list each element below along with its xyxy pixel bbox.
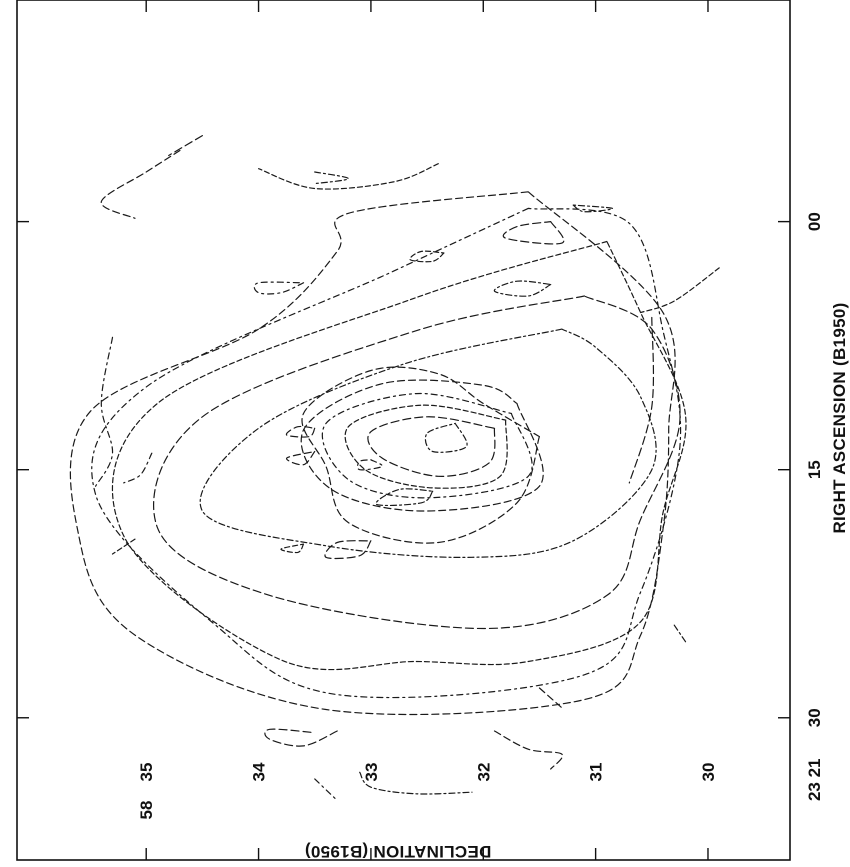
y-tick-prefix: 58 [137,801,156,820]
contour-line [572,204,614,213]
contour-line [123,452,153,484]
x-tick-prefix: 23 21 [805,758,824,801]
contour-line [314,778,338,802]
contour-line [300,379,544,512]
x-tick-label: 00 [805,212,824,231]
y-tick-label: 35 [137,763,156,782]
x-tick-label: 30 [805,708,824,727]
contour-line [253,281,305,295]
axis-labels: 00 15 30 23 21 35 58 34 33 32 31 30 [137,212,824,819]
plot-area [69,135,720,802]
contour-line [168,135,203,157]
contour-line [502,221,565,245]
contour-line [321,392,533,499]
contour-line [493,280,552,297]
plot-frame [16,0,791,861]
contour-line [409,250,445,263]
contour-line [264,728,338,747]
axis-ticks [17,0,790,860]
y-axis-title: DECLINATION (B1950) [305,842,492,861]
contour-line [111,240,687,671]
y-tick-label: 32 [474,763,493,782]
contour-line [375,488,434,507]
contour-line [324,540,372,560]
contour-line [673,624,687,643]
y-tick-label: 34 [250,762,269,781]
contour-line [538,687,563,709]
contour-line [628,316,655,484]
x-axis-title: RIGHT ASCENSION (B1950) [830,302,849,533]
contour-line [367,416,496,477]
contour-line [424,422,468,453]
contour-line [344,404,508,489]
contour-line [100,149,181,219]
contour-line [69,191,676,716]
y-tick-label: 30 [699,763,718,782]
contour-line [640,267,720,314]
contour-line [285,425,316,438]
contour-line [314,171,349,185]
contour-line [111,538,136,555]
contour-line [199,328,657,559]
contour-line [493,730,564,770]
contour-line [280,543,305,554]
contour-line [153,295,681,630]
contour-line [359,771,473,795]
x-tick-label: 15 [805,460,824,479]
y-tick-label: 31 [587,763,606,782]
contour-line [286,450,316,466]
y-tick-label: 33 [362,763,381,782]
contour-line [258,163,439,190]
contour-line [301,366,540,544]
contour-line [356,459,383,471]
contour-line [91,207,682,699]
contour-line [95,336,114,487]
